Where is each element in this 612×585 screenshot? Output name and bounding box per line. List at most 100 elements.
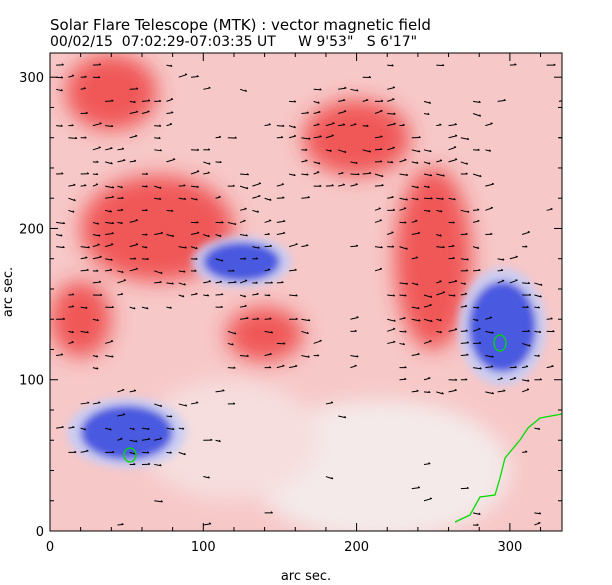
field-vector-head (428, 462, 431, 465)
field-vector-head (87, 401, 90, 404)
field-vector-head (219, 234, 222, 237)
field-vector (338, 124, 345, 127)
field-vector (313, 88, 322, 91)
field-vector-head (96, 269, 99, 272)
field-vector-head (491, 391, 495, 395)
field-vector-head (417, 306, 420, 309)
field-vector (264, 353, 272, 357)
field-vector-head (293, 100, 297, 103)
field-vector (56, 125, 63, 127)
field-vector (350, 355, 359, 358)
field-vector-head (440, 210, 443, 213)
negative-region (468, 281, 536, 373)
field-vector (301, 160, 308, 163)
field-vector (56, 88, 63, 92)
field-vector-head (453, 146, 457, 148)
field-vector (178, 403, 187, 407)
field-vector-head (525, 365, 529, 367)
field-vector (92, 402, 101, 405)
field-vector (546, 208, 553, 211)
field-vector-head (355, 183, 358, 185)
y-tick-label: 300 (19, 71, 44, 86)
field-vector-head (221, 221, 224, 224)
field-vector-head (465, 232, 468, 235)
field-vector (374, 136, 383, 139)
field-vector-head (73, 198, 76, 202)
field-vector (80, 427, 86, 431)
field-vector (105, 355, 114, 358)
field-vector-head (147, 99, 151, 102)
field-vector (399, 330, 407, 333)
field-vector-head (135, 134, 138, 137)
field-vector-head (515, 279, 518, 281)
field-vector (411, 353, 420, 357)
field-vector-head (454, 123, 457, 125)
field-vector-head (61, 172, 64, 175)
field-vector-head (270, 511, 273, 514)
field-vector-head (120, 437, 123, 440)
field-vector (338, 99, 346, 102)
field-vector-head (439, 159, 443, 161)
field-vector (546, 365, 554, 369)
field-vector (239, 185, 249, 190)
field-vector (264, 197, 272, 201)
field-vector-head (405, 247, 408, 250)
field-vector (350, 316, 359, 320)
field-vector-head (466, 341, 469, 344)
field-vector-head (132, 427, 135, 430)
field-vector (56, 354, 64, 357)
field-vector (178, 270, 186, 273)
field-vector (178, 246, 187, 249)
field-vector-head (160, 271, 163, 274)
field-vector (485, 123, 493, 127)
x-tick-label: 0 (46, 540, 54, 555)
field-vector-head (111, 221, 115, 224)
field-vector (190, 170, 200, 175)
y-axis-label: arc sec. (1, 267, 16, 317)
field-vector-head (62, 221, 66, 225)
field-vector (227, 367, 236, 369)
field-vector (240, 173, 249, 176)
field-vector (350, 173, 360, 176)
field-vector-head (86, 449, 89, 452)
field-vector-head (282, 196, 285, 199)
field-vector-head (317, 123, 320, 125)
field-vector-head (98, 234, 101, 237)
field-vector-head (540, 283, 543, 286)
field-vector-head (405, 173, 409, 176)
field-vector-head (147, 110, 150, 113)
field-vector-head (442, 174, 445, 177)
field-vector (178, 282, 186, 286)
field-vector (313, 100, 320, 104)
field-vector-head (61, 425, 64, 428)
field-vector (117, 270, 124, 274)
field-vector (141, 427, 150, 430)
field-vector (399, 317, 406, 320)
field-vector-head (343, 98, 346, 101)
field-vector (117, 279, 126, 284)
field-vector-head (319, 135, 322, 138)
field-vector (374, 110, 383, 114)
field-vector-head (429, 303, 432, 306)
field-vector (166, 64, 173, 67)
field-vector-head (416, 161, 419, 164)
field-vector-head (135, 243, 139, 245)
field-vector-head (72, 210, 75, 213)
field-vector (190, 293, 198, 296)
field-vector (301, 318, 311, 322)
field-vector (68, 209, 75, 213)
field-vector-head (282, 231, 286, 234)
field-vector (448, 328, 458, 332)
field-vector (178, 451, 186, 456)
field-vector (338, 184, 345, 187)
field-vector-head (255, 257, 259, 260)
field-vector (460, 305, 468, 308)
field-vector (411, 390, 419, 393)
field-vector-head (429, 101, 432, 104)
field-vector (239, 234, 248, 237)
field-vector-head (306, 173, 309, 176)
field-vector-head (111, 195, 114, 198)
field-vector (105, 196, 114, 199)
field-vector (276, 220, 286, 223)
field-vector-head (71, 341, 74, 343)
